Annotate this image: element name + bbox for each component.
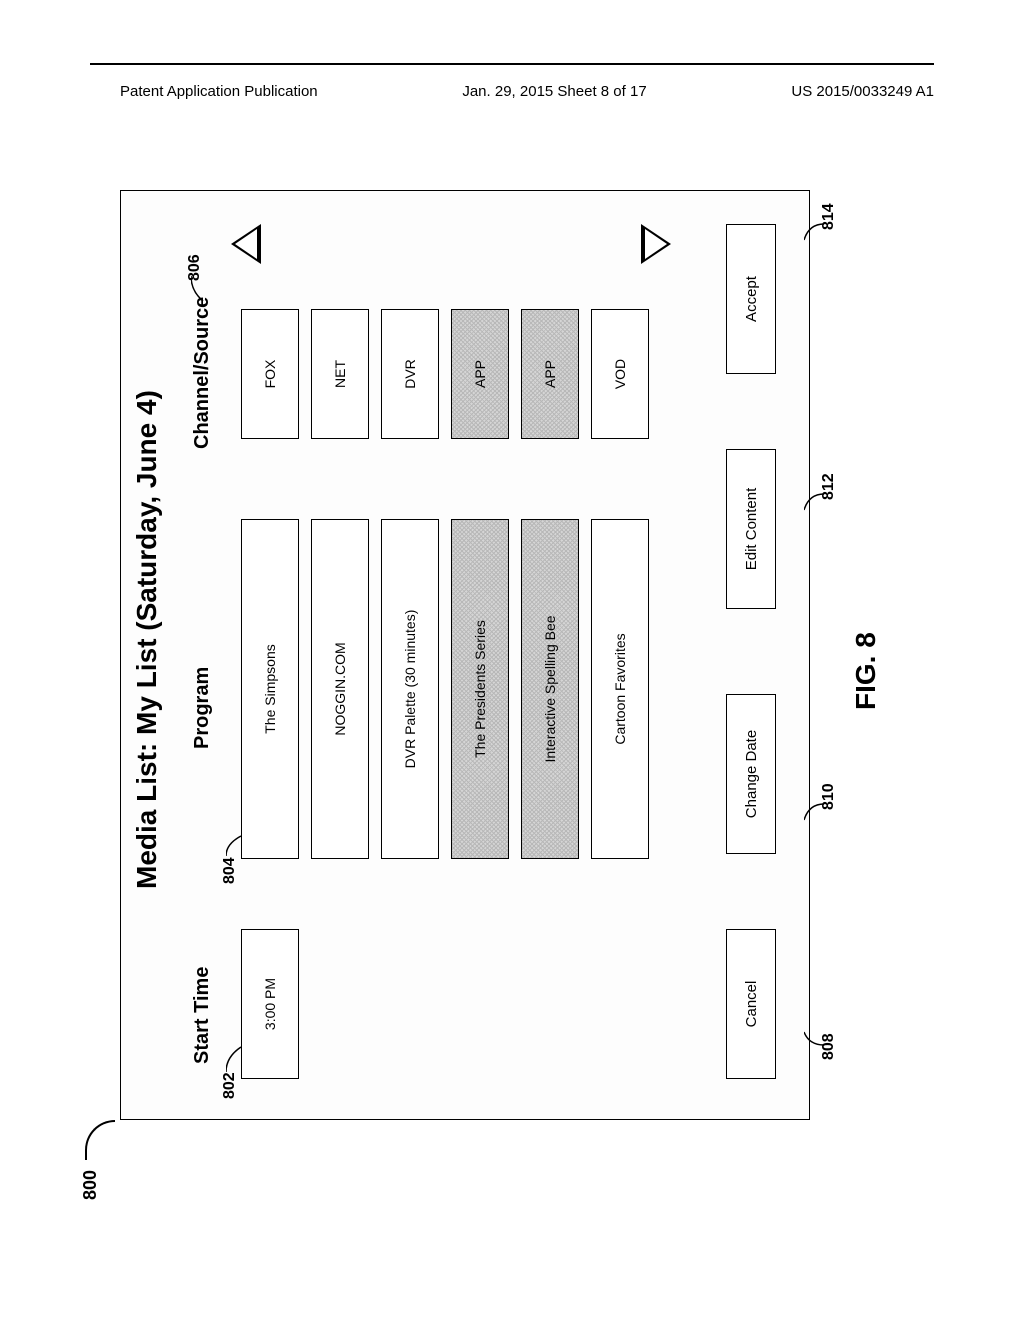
- col-program-header: Program: [191, 667, 214, 749]
- program-cell[interactable]: The Simpsons: [241, 519, 299, 859]
- header-rule: [90, 63, 934, 65]
- source-cell[interactable]: DVR: [381, 309, 439, 439]
- page-header: Patent Application Publication Jan. 29, …: [0, 83, 1024, 100]
- edit-content-button[interactable]: Edit Content: [726, 449, 776, 609]
- header-right: US 2015/0033249 A1: [791, 83, 934, 100]
- ref-806-leader: [191, 276, 206, 301]
- header-left: Patent Application Publication: [120, 83, 318, 100]
- program-cell[interactable]: Interactive Spelling Bee: [521, 519, 579, 859]
- ref-804: 804: [221, 857, 239, 884]
- program-cell[interactable]: NOGGIN.COM: [311, 519, 369, 859]
- source-cell[interactable]: APP: [521, 309, 579, 439]
- change-date-button[interactable]: Change Date: [726, 694, 776, 854]
- ref-800-leader: [85, 1120, 115, 1160]
- scroll-up-icon[interactable]: [231, 224, 261, 264]
- scroll-down-icon[interactable]: [641, 224, 671, 264]
- col-start-header: Start Time: [191, 967, 214, 1064]
- ref-814-leader: [804, 222, 824, 242]
- start-time-cell: 3:00 PM: [241, 929, 299, 1079]
- header-center: Jan. 29, 2015 Sheet 8 of 17: [462, 83, 646, 100]
- media-list-dialog: Media List: My List (Saturday, June 4) S…: [120, 190, 810, 1120]
- program-cell[interactable]: Cartoon Favorites: [591, 519, 649, 859]
- program-cell[interactable]: The Presidents Series: [451, 519, 509, 859]
- program-cell[interactable]: DVR Palette (30 minutes): [381, 519, 439, 859]
- ref-812-leader: [804, 492, 824, 512]
- figure-area: 800 Media List: My List (Saturday, June …: [90, 140, 940, 1200]
- source-cell[interactable]: NET: [311, 309, 369, 439]
- ref-810-leader: [804, 802, 824, 822]
- accept-button[interactable]: Accept: [726, 224, 776, 374]
- source-cell[interactable]: APP: [451, 309, 509, 439]
- ref-802: 802: [221, 1072, 239, 1099]
- rotated-figure: 800 Media List: My List (Saturday, June …: [90, 140, 940, 1200]
- col-source-header: Channel/Source: [191, 297, 214, 449]
- figure-caption: FIG. 8: [850, 632, 882, 710]
- dialog-title: Media List: My List (Saturday, June 4): [131, 390, 163, 889]
- ref-800: 800: [80, 1170, 101, 1200]
- cancel-button[interactable]: Cancel: [726, 929, 776, 1079]
- source-cell[interactable]: VOD: [591, 309, 649, 439]
- ref-808-leader: [804, 1030, 824, 1050]
- source-cell[interactable]: FOX: [241, 309, 299, 439]
